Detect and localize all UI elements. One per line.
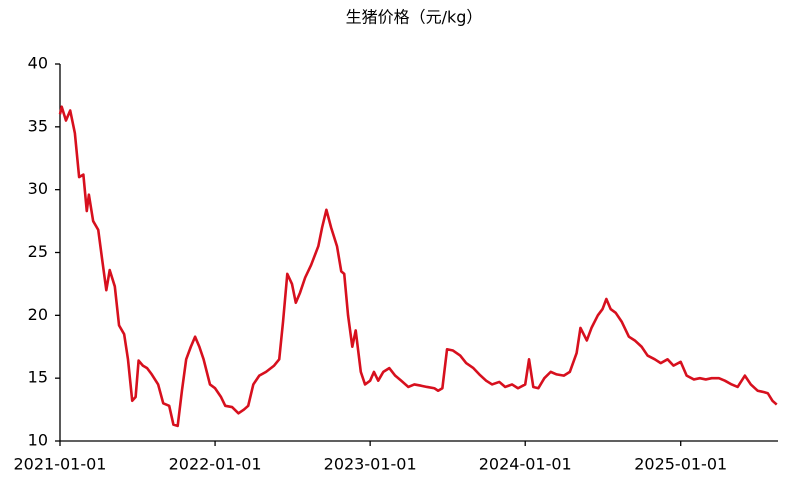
x-tick-label: 2025-01-01 xyxy=(634,455,727,474)
chart-title: 生猪价格（元/kg） xyxy=(346,8,483,27)
x-tick-label: 2022-01-01 xyxy=(169,455,262,474)
y-tick-label: 30 xyxy=(28,179,48,198)
x-tick-label: 2024-01-01 xyxy=(479,455,572,474)
y-tick-label: 25 xyxy=(28,242,48,261)
y-tick-label: 15 xyxy=(28,368,48,387)
y-tick-label: 20 xyxy=(28,305,48,324)
x-tick-label: 2021-01-01 xyxy=(14,455,107,474)
y-tick-label: 35 xyxy=(28,116,48,135)
y-tick-label: 10 xyxy=(28,431,48,450)
x-tick-label: 2023-01-01 xyxy=(324,455,417,474)
y-tick-label: 40 xyxy=(28,54,48,73)
series-line xyxy=(58,105,778,428)
